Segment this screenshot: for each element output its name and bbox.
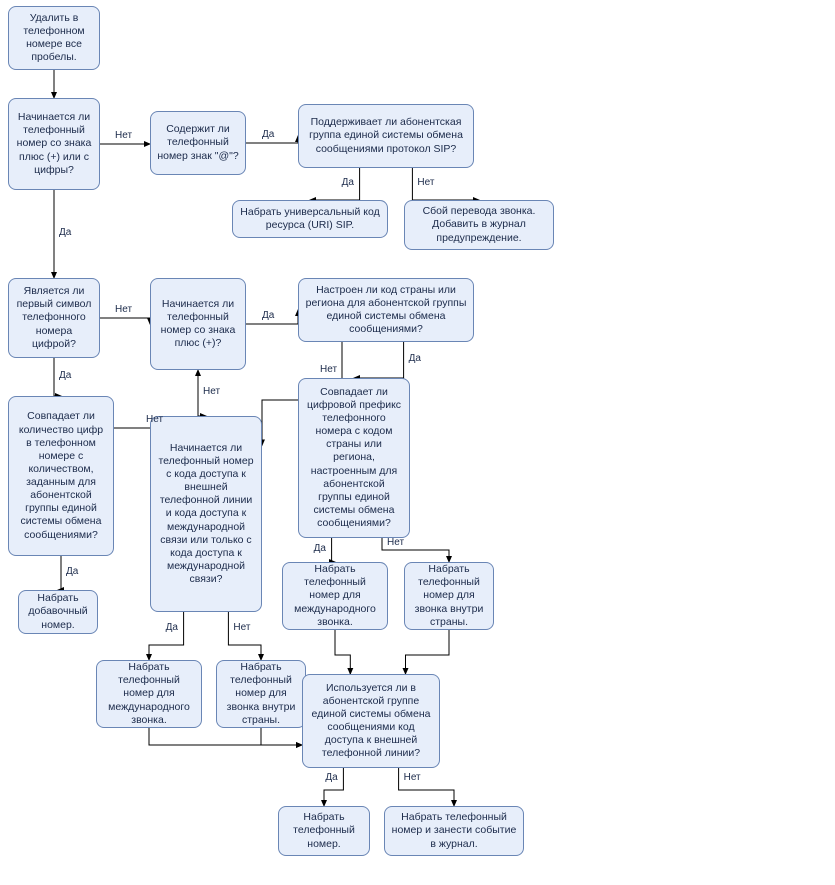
edge-label: Да: [409, 353, 421, 364]
edge-label: Да: [66, 566, 78, 577]
node-text: Совпадает ли цифровой префикс телефонног…: [305, 386, 403, 530]
edge-n11-n17: [228, 612, 261, 660]
flow-node-n19: Набрать телефонный номер.: [278, 806, 370, 856]
flow-node-n20: Набрать телефонный номер и занести событ…: [384, 806, 524, 856]
node-text: Начинается ли телефонный номер с кода до…: [157, 442, 255, 586]
flow-node-n3: Содержит ли телефонный номер знак "@"?: [150, 111, 246, 175]
node-text: Начинается ли телефонный номер со знака …: [157, 298, 239, 351]
node-text: Набрать телефонный номер.: [285, 811, 363, 850]
edge-n12-n14: [332, 538, 335, 562]
node-text: Набрать телефонный номер для международн…: [289, 563, 381, 629]
edge-label: Да: [342, 177, 354, 188]
flow-node-n6: Сбой перевода звонка. Добавить в журнал …: [404, 200, 554, 250]
node-text: Набрать добавочный номер.: [25, 592, 91, 631]
node-text: Набрать телефонный номер и занести событ…: [391, 811, 517, 850]
edge-label: Нет: [146, 414, 163, 425]
node-text: Используется ли в абонентской группе еди…: [309, 682, 433, 761]
edge-label: Да: [59, 370, 71, 381]
flow-node-n12: Совпадает ли цифровой префикс телефонног…: [298, 378, 410, 538]
edge-label: Да: [59, 227, 71, 238]
edge-n9-n12: [354, 342, 404, 378]
flow-node-n18: Используется ли в абонентской группе еди…: [302, 674, 440, 768]
edge-n14-n18: [335, 630, 350, 674]
flow-node-n14: Набрать телефонный номер для международн…: [282, 562, 388, 630]
edge-label: Нет: [387, 537, 404, 548]
node-text: Набрать телефонный номер для международн…: [103, 661, 195, 727]
flow-node-n7: Является ли первый символ телефонного но…: [8, 278, 100, 358]
edge-n11-n16: [149, 612, 184, 660]
edge-label: Да: [325, 772, 337, 783]
edge-n17-n18: [261, 728, 302, 745]
flow-node-n10: Совпадает ли количество цифр в телефонно…: [8, 396, 114, 556]
node-text: Сбой перевода звонка. Добавить в журнал …: [411, 205, 547, 244]
edge-label: Нет: [115, 130, 132, 141]
flow-node-n15: Набрать телефонный номер для звонка внут…: [404, 562, 494, 630]
edge-label: Да: [262, 129, 274, 140]
edge-label: Нет: [404, 772, 421, 783]
edge-n7-n8: [100, 318, 150, 324]
flow-node-n2: Начинается ли телефонный номер со знака …: [8, 98, 100, 190]
edge-label: Нет: [115, 304, 132, 315]
node-text: Совпадает ли количество цифр в телефонно…: [15, 410, 107, 541]
node-text: Набрать телефонный номер для звонка внут…: [411, 563, 487, 629]
edge-label: Нет: [233, 622, 250, 633]
node-text: Содержит ли телефонный номер знак "@"?: [157, 123, 239, 162]
flow-node-n11: Начинается ли телефонный номер с кода до…: [150, 416, 262, 612]
flow-node-n13: Набрать добавочный номер.: [18, 590, 98, 634]
edge-n15-n18: [406, 630, 450, 674]
node-text: Настроен ли код страны или региона для а…: [305, 284, 467, 337]
flow-node-n4: Поддерживает ли абонентская группа едино…: [298, 104, 474, 168]
flow-node-n1: Удалить в телефонном номере все пробелы.: [8, 6, 100, 70]
flow-node-n5: Набрать универсальный код ресурса (URI) …: [232, 200, 388, 238]
flow-node-n16: Набрать телефонный номер для международн…: [96, 660, 202, 728]
edge-n16-n18: [149, 728, 302, 745]
node-text: Поддерживает ли абонентская группа едино…: [305, 116, 467, 155]
edge-label: Да: [314, 543, 326, 554]
node-text: Набрать универсальный код ресурса (URI) …: [239, 206, 381, 232]
node-text: Набрать телефонный номер для звонка внут…: [223, 661, 299, 727]
edge-label: Да: [262, 310, 274, 321]
node-text: Удалить в телефонном номере все пробелы.: [15, 12, 93, 65]
node-text: Является ли первый символ телефонного но…: [15, 285, 93, 351]
edge-label: Нет: [417, 177, 434, 188]
flow-node-n9: Настроен ли код страны или региона для а…: [298, 278, 474, 342]
flow-node-n17: Набрать телефонный номер для звонка внут…: [216, 660, 306, 728]
edge-n10-n13: [58, 556, 61, 590]
edge-label: Нет: [203, 386, 220, 397]
edge-label: Да: [166, 622, 178, 633]
node-text: Начинается ли телефонный номер со знака …: [15, 111, 93, 177]
flow-node-n8: Начинается ли телефонный номер со знака …: [150, 278, 246, 370]
edge-label: Нет: [320, 364, 337, 375]
